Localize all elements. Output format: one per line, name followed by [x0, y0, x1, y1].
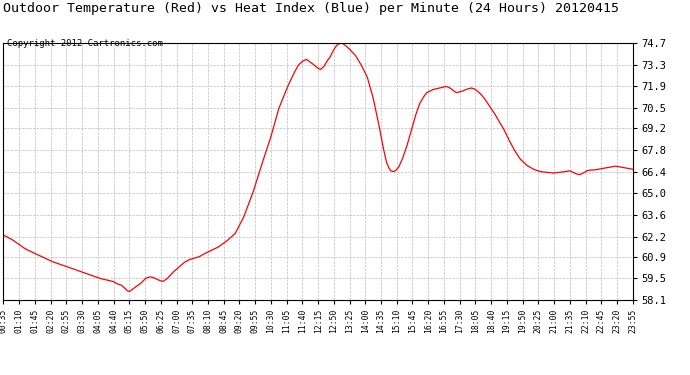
- Text: Copyright 2012 Cartronics.com: Copyright 2012 Cartronics.com: [7, 39, 163, 48]
- Text: Outdoor Temperature (Red) vs Heat Index (Blue) per Minute (24 Hours) 20120415: Outdoor Temperature (Red) vs Heat Index …: [3, 2, 620, 15]
